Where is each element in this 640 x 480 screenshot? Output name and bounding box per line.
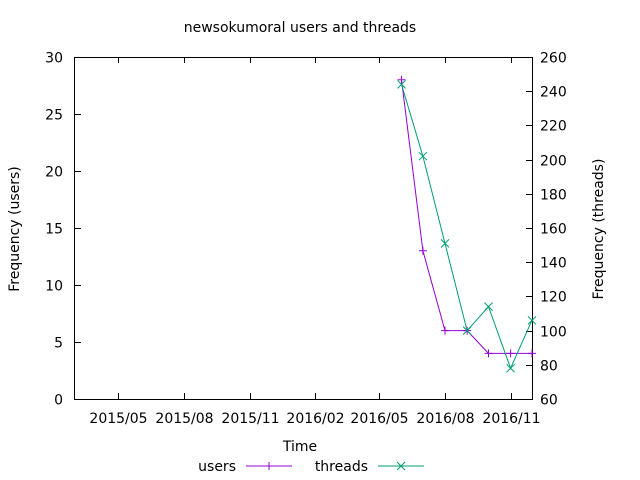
legend-label-threads: threads — [315, 459, 368, 475]
series-threads — [397, 80, 537, 373]
series-group — [397, 75, 537, 373]
threads-point — [397, 80, 406, 89]
y2-tick-label: 160 — [540, 222, 567, 238]
threads-point — [462, 326, 472, 335]
y2-tick-label: 240 — [540, 85, 567, 101]
y-tick-label: 25 — [45, 108, 63, 124]
legend-label-users: users — [198, 459, 236, 475]
axis-ticks: 0 5 10 15 20 25 30 60 80 100 120 140 160 180 200 220 240… — [45, 51, 567, 428]
y2-tick-label: 140 — [540, 256, 567, 272]
users-point — [506, 349, 515, 358]
users-point — [441, 326, 450, 335]
threads-point — [418, 151, 428, 161]
x-tick-label: 2015/08 — [155, 411, 213, 427]
y-tick-label: 5 — [54, 336, 63, 352]
y-tick-label: 30 — [45, 51, 63, 67]
threads-point — [484, 302, 493, 312]
users-line — [401, 79, 532, 354]
y2-tick-label: 80 — [540, 359, 558, 375]
x-tick-label: 2015/11 — [221, 411, 279, 427]
y2-tick-label: 180 — [540, 188, 567, 204]
threads-line — [401, 84, 533, 370]
legend: users threads — [198, 459, 424, 475]
x-tick-label: 2015/05 — [89, 411, 147, 427]
y2-tick-label: 220 — [540, 119, 567, 135]
plot-frame — [74, 57, 533, 400]
users-point — [397, 75, 406, 84]
x-tick-label: 2016/05 — [350, 411, 408, 427]
y-tick-label: 10 — [45, 279, 63, 295]
x-tick-label: 2016/08 — [416, 411, 474, 427]
y-tick-label: 15 — [45, 222, 63, 238]
threads-point — [506, 363, 515, 373]
y-tick-label: 20 — [45, 165, 63, 181]
threads-point — [527, 315, 537, 325]
x-tick-label: 2016/02 — [286, 411, 344, 427]
y2-tick-label: 60 — [540, 393, 558, 409]
y-tick-label: 0 — [54, 393, 63, 409]
legend-marker-users — [265, 462, 273, 470]
y-axis-label: Frequency (users) — [7, 166, 23, 292]
chart-title: newsokumoral users and threads — [184, 20, 416, 36]
series-users — [397, 75, 536, 358]
users-point — [418, 246, 427, 255]
y2-tick-label: 200 — [540, 154, 567, 170]
threads-point — [440, 239, 450, 248]
x-axis-label: Time — [282, 439, 317, 455]
x-tick-label: 2016/11 — [482, 411, 540, 427]
legend-marker-threads — [396, 461, 406, 471]
users-point — [528, 349, 536, 358]
y2-tick-label: 260 — [540, 51, 567, 67]
y2-tick-label: 100 — [540, 325, 567, 341]
y2-axis-label: Frequency (threads) — [591, 159, 607, 300]
users-point — [484, 349, 493, 358]
y2-tick-label: 120 — [540, 290, 567, 306]
